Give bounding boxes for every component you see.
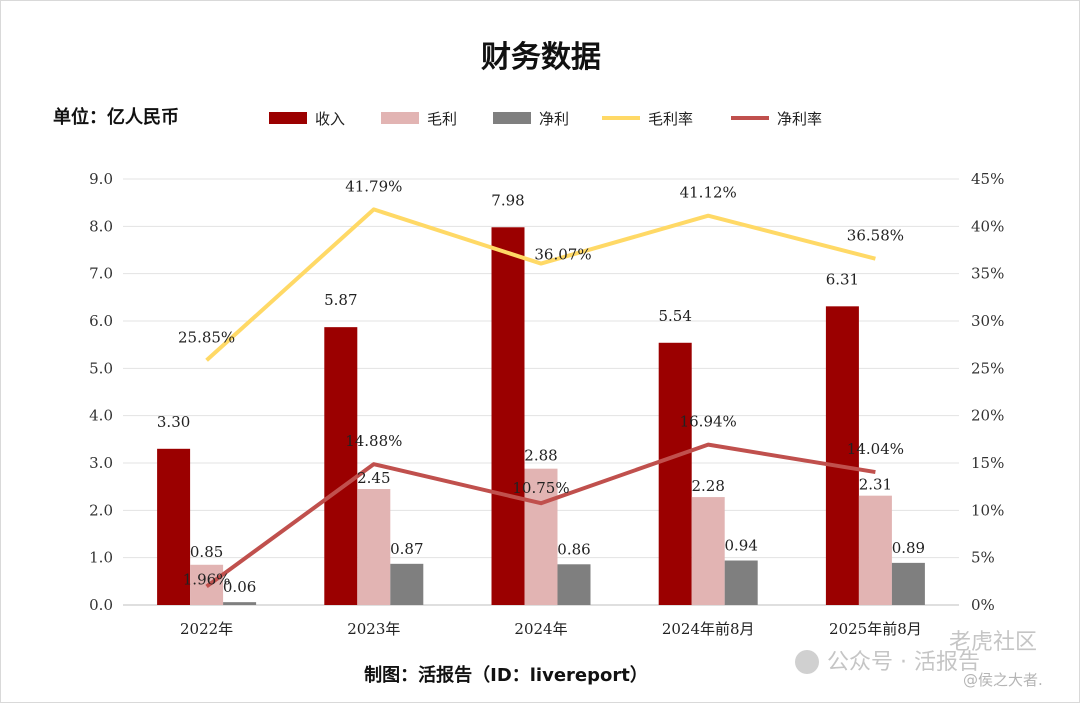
- bar-data-label: 7.98: [491, 191, 524, 209]
- y-right-tick-label: 20%: [971, 407, 1004, 425]
- bar-data-label: 2.31: [859, 476, 892, 494]
- line-data-label: 16.94%: [680, 413, 737, 431]
- bar-收入: [825, 306, 859, 605]
- bar-净利: [891, 562, 925, 605]
- y-right-tick-label: 40%: [971, 217, 1004, 235]
- y-left-tick-label: 8.0: [89, 217, 113, 235]
- bars: [157, 227, 925, 605]
- watermark-line3: @侯之大者.: [963, 671, 1043, 689]
- chart-title: 财务数据: [481, 40, 601, 75]
- bar-收入: [324, 327, 358, 605]
- y-right-tick-label: 30%: [971, 312, 1004, 330]
- lines: [205, 207, 876, 589]
- bar-data-label: 3.30: [157, 413, 190, 431]
- x-tick-label: 2024年: [514, 620, 567, 638]
- x-axis: 2022年 2023年 2024年 2024年前8月 2025年前8月: [180, 620, 922, 638]
- y-left-tick-label: 5.0: [89, 359, 113, 377]
- bar-data-label: 5.87: [324, 291, 357, 309]
- bar-data-label: 0.85: [190, 543, 223, 561]
- bar-data-label: 0.06: [223, 578, 256, 596]
- bar-data-label: 0.94: [724, 537, 757, 555]
- x-tick-label: 2024年前8月: [662, 620, 755, 638]
- bar-data-label: 0.89: [892, 539, 925, 557]
- line-data-label: 41.79%: [345, 177, 402, 195]
- x-tick-label: 2023年: [347, 620, 400, 638]
- bar-data-label: 2.45: [357, 469, 390, 487]
- wechat-icon: [795, 650, 819, 674]
- bar-净利: [223, 602, 257, 605]
- line-data-label: 41.12%: [680, 184, 737, 202]
- line-data-label: 25.85%: [178, 328, 235, 346]
- y-axis-left: 0.0 1.0 2.0 3.0 4.0 5.0 6.0 7.0 8.0 9.0: [89, 170, 113, 614]
- bar-毛利: [357, 489, 391, 605]
- line-data-label: 36.58%: [847, 227, 904, 245]
- bar-净利: [390, 563, 424, 605]
- legend-swatch: [493, 112, 531, 124]
- y-left-tick-label: 0.0: [89, 596, 113, 614]
- data-labels: 3.30 5.87 7.98 5.54 6.31 0.85 2.45 2.88 2.28 2.31…: [157, 177, 925, 596]
- y-right-tick-label: 15%: [971, 454, 1004, 472]
- bar-毛利: [691, 497, 725, 605]
- y-left-tick-label: 9.0: [89, 170, 113, 188]
- x-tick-label: 2025年前8月: [829, 620, 922, 638]
- y-left-tick-label: 2.0: [89, 501, 113, 519]
- watermark-line1: 老虎社区: [949, 630, 1037, 655]
- bar-收入: [658, 342, 692, 605]
- bar-data-label: 2.88: [524, 447, 557, 465]
- y-right-tick-label: 5%: [971, 549, 995, 567]
- legend-label: 净利: [539, 110, 569, 128]
- bar-data-label: 6.31: [826, 270, 859, 288]
- legend-swatch: [381, 112, 419, 124]
- y-left-tick-label: 3.0: [89, 454, 113, 472]
- y-left-tick-label: 1.0: [89, 549, 113, 567]
- line-毛利率: [205, 207, 876, 362]
- y-right-tick-label: 35%: [971, 265, 1004, 283]
- bar-收入: [491, 227, 525, 605]
- line-data-label: 36.07%: [534, 246, 591, 264]
- bar-净利: [724, 560, 758, 605]
- credit-text: 制图：活报告（ID：livereport）: [364, 664, 648, 686]
- line-data-label: 14.88%: [345, 432, 402, 450]
- y-right-tick-label: 45%: [971, 170, 1004, 188]
- y-right-tick-label: 25%: [971, 359, 1004, 377]
- y-right-tick-label: 0%: [971, 596, 995, 614]
- bar-净利: [557, 564, 591, 605]
- legend-swatch: [269, 112, 307, 124]
- legend-label: 净利率: [777, 110, 822, 128]
- bar-data-label: 2.28: [691, 477, 724, 495]
- watermark: 老虎社区 公众号 · 活报告 @侯之大者.: [795, 630, 1043, 689]
- unit-label: 单位：亿人民币: [53, 106, 179, 128]
- line-data-label: 10.75%: [512, 479, 569, 497]
- watermark-line2: 公众号 · 活报告: [827, 650, 980, 675]
- y-right-tick-label: 10%: [971, 501, 1004, 519]
- legend-label: 毛利: [427, 110, 457, 128]
- y-axis-right: 0% 5% 10% 15% 20% 25% 30% 35% 40% 45%: [971, 170, 1004, 614]
- bar-收入: [157, 448, 191, 605]
- bar-data-label: 0.86: [557, 540, 590, 558]
- bar-毛利: [524, 468, 558, 605]
- legend-label: 毛利率: [648, 110, 693, 128]
- bar-data-label: 5.54: [658, 307, 691, 325]
- line-data-label: 1.96%: [183, 570, 231, 588]
- legend: 收入 毛利 净利 毛利率 净利率: [269, 110, 822, 128]
- bar-data-label: 0.87: [390, 540, 423, 558]
- y-left-tick-label: 7.0: [89, 265, 113, 283]
- line-data-label: 14.04%: [847, 440, 904, 458]
- y-left-tick-label: 6.0: [89, 312, 113, 330]
- bar-毛利: [858, 495, 892, 605]
- y-left-tick-label: 4.0: [89, 407, 113, 425]
- legend-label: 收入: [315, 110, 345, 128]
- x-tick-label: 2022年: [180, 620, 233, 638]
